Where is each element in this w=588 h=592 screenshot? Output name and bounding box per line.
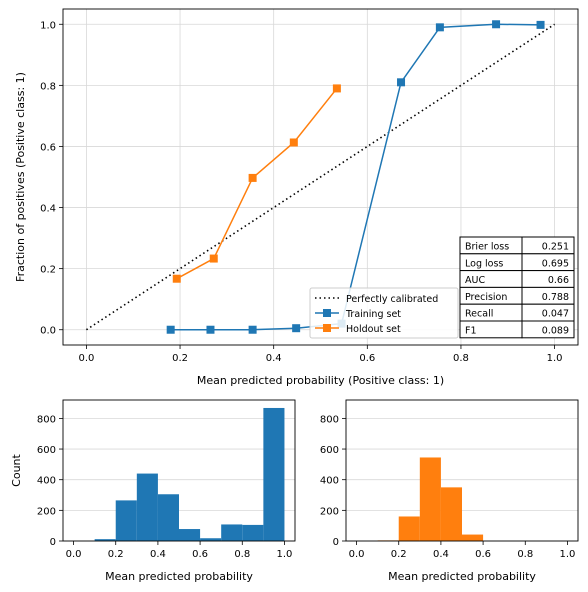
legend-box (309, 287, 459, 339)
data-point (289, 138, 298, 147)
histogram-bar (221, 524, 243, 541)
metric-value: 0.788 (542, 292, 569, 303)
metric-name: F1 (465, 326, 477, 337)
axes-frame (62, 399, 296, 542)
metric-value-cell (521, 320, 575, 339)
y-tick-label: 0.6 (40, 142, 56, 153)
data-point (536, 20, 545, 29)
y-tick-label: 400 (37, 476, 56, 487)
legend-label: Training set (345, 309, 401, 320)
y-tick-label: 0 (333, 537, 339, 548)
y-tick-label: 0.4 (40, 204, 56, 215)
x-tick-label: 0.0 (78, 353, 94, 364)
y-tick-label: 0.0 (40, 326, 56, 337)
metric-value: 0.089 (542, 326, 569, 337)
x-tick-label: 0.4 (433, 549, 449, 560)
data-point (292, 324, 301, 333)
metrics-table: Brier loss 0.251 Log loss 0.695 AUC 0.66 Preci… (459, 236, 575, 339)
histogram-bar (242, 524, 264, 541)
x-tick-label: 0.2 (391, 549, 407, 560)
legend-label: Perfectly calibrated (346, 294, 438, 305)
x-tick-label: 1.0 (560, 549, 576, 560)
x-axis-label: Mean predicted probability (Positive cla… (197, 374, 444, 387)
y-axis-label: Count (10, 453, 23, 486)
x-tick-label: 0.4 (266, 353, 282, 364)
metric-value: 0.66 (548, 275, 569, 286)
histogram-bar (419, 457, 441, 541)
calibration-plot: 0.0 0.2 0.4 0.6 0.8 1.0 0.0 0.2 0.4 0.6 0.8 1.0 Mean… (14, 8, 579, 387)
x-tick-label: 0.8 (517, 549, 533, 560)
y-tick-label: 200 (37, 506, 56, 517)
histogram-bar (398, 516, 420, 541)
data-point (332, 84, 341, 93)
metric-name: Precision (465, 292, 507, 303)
x-tick-label: 0.8 (453, 353, 469, 364)
metric-name: Brier loss (465, 242, 509, 253)
data-point (248, 173, 257, 182)
x-tick-label: 1.0 (277, 549, 293, 560)
y-tick-label: 0 (50, 537, 56, 548)
metric-name: Log loss (465, 258, 503, 269)
x-tick-label: 0.4 (150, 549, 166, 560)
histogram-bar (462, 534, 484, 541)
histogram-bar (157, 494, 179, 541)
axes-frame (345, 399, 579, 542)
data-point (397, 78, 406, 87)
histogram-bar (263, 407, 285, 541)
legend-swatch-marker (323, 324, 331, 332)
holdout-histogram: 0.0 0.2 0.4 0.6 0.8 1.0 0 200 400 600 800 Mean pred… (320, 399, 579, 583)
x-tick-label: 0.6 (359, 353, 375, 364)
y-tick-label: 400 (320, 476, 339, 487)
x-tick-label: 0.0 (349, 549, 365, 560)
y-tick-label: 0.2 (40, 265, 56, 276)
data-point (206, 325, 215, 334)
x-axis-label: Mean predicted probability (105, 570, 253, 583)
x-tick-label: 0.6 (475, 549, 491, 560)
legend-swatch-marker (323, 309, 331, 317)
y-tick-label: 800 (37, 414, 56, 425)
data-point (209, 254, 218, 263)
x-tick-label: 0.8 (234, 549, 250, 560)
data-point (492, 20, 501, 29)
data-point (248, 325, 257, 334)
data-point (435, 23, 444, 32)
histogram-bar (179, 529, 201, 541)
metric-name: Recall (465, 309, 493, 320)
grid-lines (63, 9, 578, 345)
y-tick-label: 200 (320, 506, 339, 517)
histogram-bar (115, 500, 137, 541)
y-tick-label: 800 (320, 414, 339, 425)
histogram-bar (136, 473, 158, 541)
data-point (166, 325, 175, 334)
training-histogram: 0.0 0.2 0.4 0.6 0.8 1.0 0 200 400 600 800 Mean pred… (10, 399, 296, 583)
y-tick-label: 600 (320, 445, 339, 456)
x-tick-label: 0.0 (66, 549, 82, 560)
legend-label: Holdout set (346, 324, 401, 335)
metric-name: AUC (465, 275, 485, 286)
x-tick-label: 0.6 (192, 549, 208, 560)
y-axis-label: Fraction of positives (Positive class: 1… (14, 72, 27, 282)
histogram-bar (94, 539, 116, 541)
axes-frame (62, 8, 579, 346)
metric-value: 0.251 (542, 242, 569, 253)
x-axis-label: Mean predicted probability (388, 570, 536, 583)
series-line-1 (85, 23, 556, 331)
metric-value: 0.047 (542, 309, 569, 320)
x-tick-label: 1.0 (547, 353, 563, 364)
x-tick-label: 0.2 (108, 549, 124, 560)
histogram-bar (440, 487, 462, 541)
y-tick-label: 1.0 (40, 20, 56, 31)
histogram-bar (200, 538, 222, 541)
y-tick-label: 0.8 (40, 81, 56, 92)
x-tick-label: 0.2 (172, 353, 188, 364)
data-point (172, 274, 181, 283)
y-tick-label: 600 (37, 445, 56, 456)
legend: Perfectly calibrated Training set Holdout … (309, 287, 459, 339)
metric-value: 0.695 (542, 258, 569, 269)
